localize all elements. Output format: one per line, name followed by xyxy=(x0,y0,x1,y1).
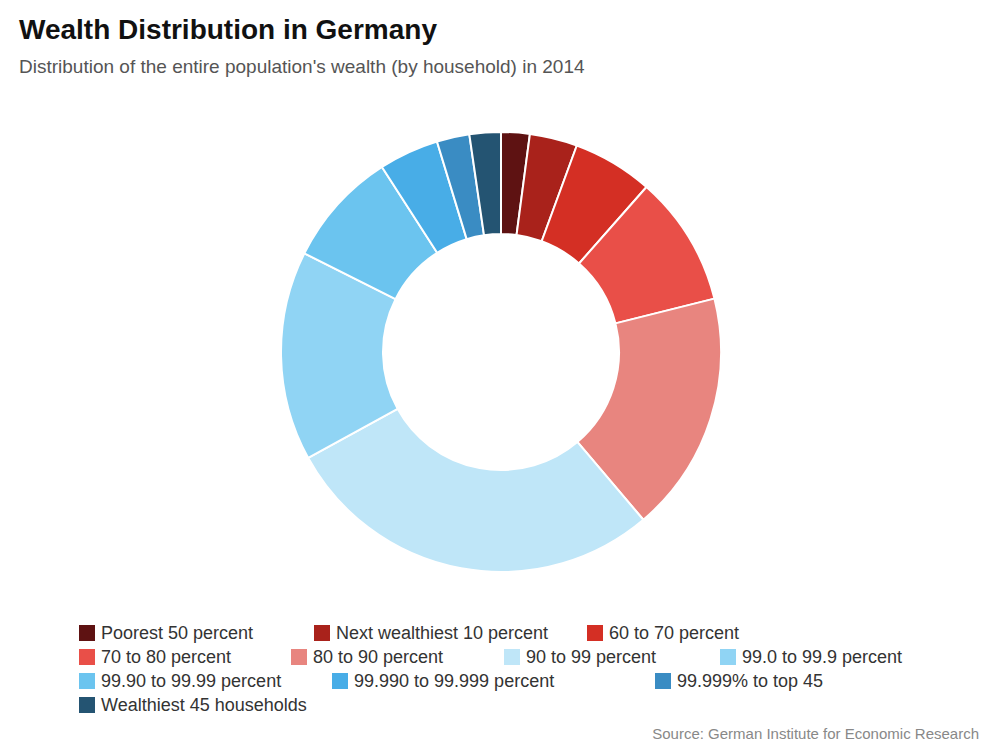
svg-text:99.999% to top 45: 99.999% to top 45 xyxy=(677,671,823,691)
svg-text:99.0 to 99.9 percent: 99.0 to 99.9 percent xyxy=(742,647,902,667)
svg-text:Poorest 50 percent: Poorest 50 percent xyxy=(101,623,253,643)
svg-text:60 to 70 percent: 60 to 70 percent xyxy=(609,623,739,643)
svg-text:Next wealthiest 10 percent: Next wealthiest 10 percent xyxy=(336,623,548,643)
svg-text:Distribution of the entire pop: Distribution of the entire population's … xyxy=(19,56,585,77)
svg-text:70 to 80 percent: 70 to 80 percent xyxy=(101,647,231,667)
svg-text:Wealthiest 45 households: Wealthiest 45 households xyxy=(101,695,307,715)
svg-text:99.990 to 99.999 percent: 99.990 to 99.999 percent xyxy=(354,671,554,691)
svg-text:80 to 90 percent: 80 to 90 percent xyxy=(313,647,443,667)
svg-text:Source: German Institute for E: Source: German Institute for Economic Re… xyxy=(652,725,979,742)
svg-text:90 to 99 percent: 90 to 99 percent xyxy=(526,647,656,667)
svg-text:99.90 to 99.99 percent: 99.90 to 99.99 percent xyxy=(101,671,281,691)
svg-text:Wealth Distribution in Germany: Wealth Distribution in Germany xyxy=(19,14,437,45)
